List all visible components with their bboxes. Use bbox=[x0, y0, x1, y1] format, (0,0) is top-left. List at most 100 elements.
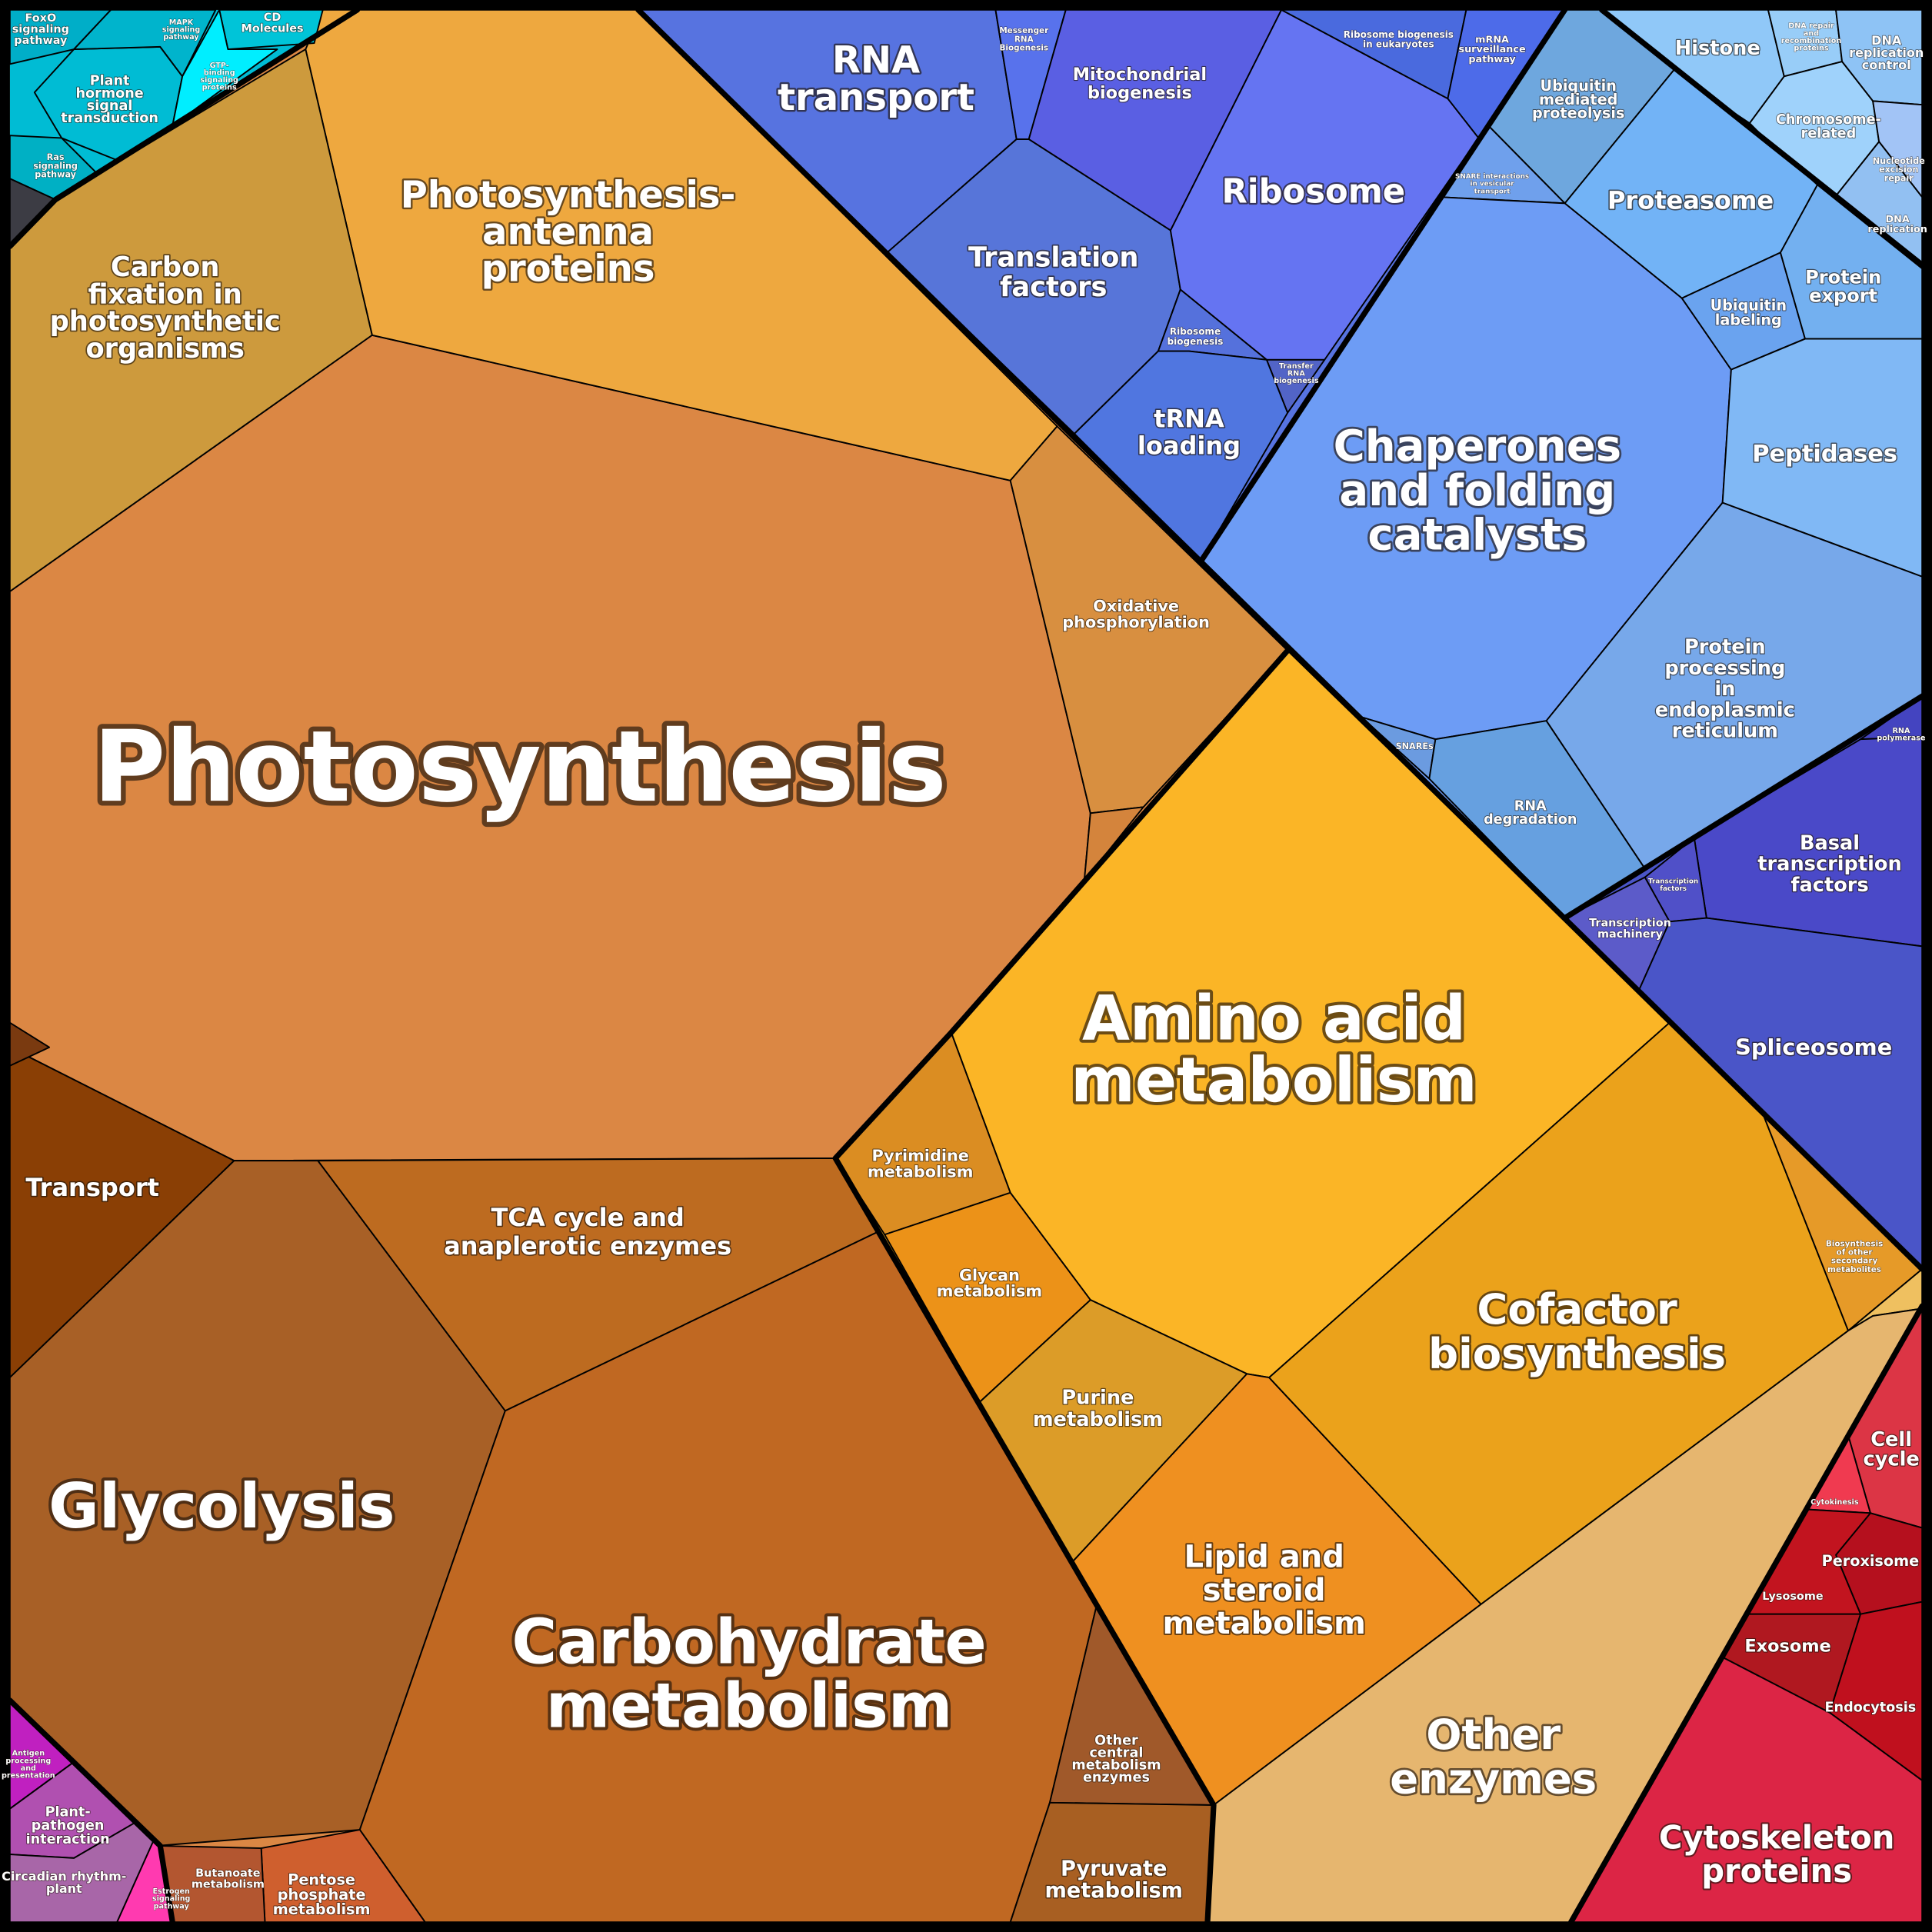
cell-label-line: signaling bbox=[200, 76, 238, 85]
cell-label-line: biogenesis bbox=[1088, 82, 1192, 102]
cell-label-line: TCA cycle and bbox=[491, 1203, 684, 1232]
cell-label: TCA cycle and anaplerotic enzymes bbox=[444, 1203, 731, 1261]
cell-label-line: hormone bbox=[75, 86, 143, 102]
cell-label: FoxO signaling pathway bbox=[12, 12, 69, 47]
cell-label-line: mediated bbox=[1539, 90, 1617, 108]
cell-label-line: SNAREs bbox=[1396, 741, 1434, 751]
cell-label: Circadian rhythm-plant bbox=[2, 1868, 126, 1895]
cell-label-line: Proteasome bbox=[1607, 186, 1774, 215]
cluster-border bbox=[635, 7, 1925, 1272]
cell-label: Ribosome biogenesis bbox=[1168, 325, 1224, 346]
cell-label-line: Nucleotide bbox=[1873, 156, 1925, 166]
cell-label: Transcription factors bbox=[1648, 878, 1698, 893]
cell-label-line: RNA bbox=[1014, 35, 1034, 44]
cell-label-line: excision bbox=[1879, 165, 1919, 175]
cell-label-line: polymerase bbox=[1877, 734, 1926, 743]
cell-label: Proteasome bbox=[1607, 186, 1774, 215]
cell-label-line: Transfer bbox=[1279, 362, 1314, 371]
cell-label-line: catalysts bbox=[1367, 510, 1587, 560]
cell-label: MAPK signaling pathway bbox=[162, 18, 201, 42]
cell-label-line: Protein bbox=[1805, 266, 1881, 288]
cell-label: Nucleotide excision repair bbox=[1873, 156, 1925, 183]
cell-label-line: pathway bbox=[154, 1902, 190, 1910]
cell-label-line: Pentose bbox=[288, 1870, 355, 1888]
cell-label: Cytoskeleton proteins bbox=[1659, 1819, 1895, 1890]
cell-label: Other central metabolism enzymes bbox=[1071, 1734, 1161, 1786]
cell-label-line: Cytokinesis bbox=[1810, 1498, 1859, 1507]
cell-label-line: Endocytosis bbox=[1825, 1700, 1917, 1715]
cell-label-line: metabolism bbox=[546, 1671, 953, 1742]
cell-label-line: factors bbox=[1000, 271, 1107, 303]
cell-label-line: Biogenesis bbox=[1000, 43, 1049, 52]
cell-label-line: tRNA bbox=[1154, 404, 1224, 433]
cell-label: Basal transcription factors bbox=[1757, 831, 1902, 896]
cell-label-line: Chromosome- bbox=[1776, 112, 1881, 128]
cell-label-line: Ribosome bbox=[1221, 172, 1405, 211]
cell-label-line: Other bbox=[1426, 1710, 1561, 1759]
cell-label: Plant hormone signal transduction bbox=[61, 74, 158, 126]
cell-label-line: anaplerotic enzymes bbox=[444, 1231, 731, 1261]
cell-label-line: control bbox=[1862, 57, 1911, 72]
cell-label-line: labeling bbox=[1715, 311, 1782, 328]
cell-label-line: presentation bbox=[2, 1772, 55, 1780]
cell-label: Lipid and steroid metabolism bbox=[1163, 1540, 1366, 1642]
cell-label-line: signaling bbox=[12, 23, 69, 35]
cell-label-line: RNA bbox=[832, 39, 920, 82]
cell-label-line: pathway bbox=[163, 33, 199, 42]
cell-label-line: secondary bbox=[1831, 1257, 1878, 1266]
cell-label-line: Exosome bbox=[1744, 1636, 1830, 1656]
cell-label-line: Pyruvate bbox=[1061, 1857, 1168, 1880]
cell-label: Ribosome bbox=[1221, 172, 1405, 211]
cell-label-line: repair bbox=[1884, 173, 1914, 183]
cell-label: Lysosome bbox=[1762, 1591, 1824, 1603]
cell-label: Cytokinesis bbox=[1810, 1498, 1859, 1507]
cell-label: DNA replication bbox=[1867, 214, 1927, 235]
cell-label-line: Histone bbox=[1675, 37, 1760, 60]
cell-label: Chromosome-related bbox=[1776, 112, 1881, 142]
cell-label: Cell cycle bbox=[1864, 1428, 1920, 1471]
cell-label-line: DNA repair bbox=[1788, 22, 1834, 31]
cell-label-line: Chaperones bbox=[1334, 421, 1622, 471]
cell-label-line: Molecules bbox=[242, 23, 304, 35]
cell-label-line: metabolism bbox=[273, 1900, 371, 1918]
cell-label-line: antenna bbox=[482, 210, 654, 253]
cell-label-line: binding bbox=[204, 69, 235, 78]
cell-label-line: export bbox=[1809, 285, 1877, 306]
cell-label-line: Lipid and bbox=[1184, 1540, 1344, 1575]
cell-label-line: Peroxisome bbox=[1822, 1551, 1920, 1569]
cell-label-line: Protein bbox=[1684, 636, 1766, 659]
cell-label-line: Glycolysis bbox=[48, 1471, 395, 1542]
cell-label: Ras signaling pathway bbox=[33, 152, 78, 179]
cell-label: Purine metabolism bbox=[1033, 1386, 1163, 1431]
cell-label: Antigen processing and presentation bbox=[2, 1750, 55, 1780]
cell-label-line: Transcription bbox=[1648, 878, 1698, 885]
cell-label: Photosynthesis-antenna proteins bbox=[401, 173, 736, 290]
cell-label: Chaperones and folding catalysts bbox=[1334, 421, 1622, 560]
cell-label-line: organisms bbox=[85, 333, 244, 365]
cell-label-line: metabolism bbox=[1163, 1606, 1366, 1641]
cell-label-line: plant bbox=[46, 1880, 82, 1895]
cell-label: DNA replication control bbox=[1849, 32, 1924, 72]
cell-label-line: Biosynthesis bbox=[1826, 1239, 1883, 1248]
cell-label-line: transduction bbox=[61, 111, 158, 126]
cell-label-line: pathway bbox=[14, 35, 68, 47]
cell-label-line: central bbox=[1089, 1746, 1143, 1761]
cell-label-line: signaling bbox=[162, 25, 201, 34]
cell-label: Pentose phosphate metabolism bbox=[273, 1870, 371, 1917]
cell-label: Carbohydrate metabolism bbox=[511, 1606, 986, 1741]
cell-label: Pyrimidine metabolism bbox=[868, 1147, 973, 1181]
cell-label-line: factors bbox=[1660, 885, 1687, 893]
cell-label-line: surveillance bbox=[1458, 44, 1526, 55]
cluster-border bbox=[1198, 7, 1568, 564]
cell-label-line: Antigen bbox=[12, 1750, 45, 1758]
cell-label-line: Photosynthesis- bbox=[401, 173, 736, 216]
cell-label-line: Other bbox=[1094, 1734, 1138, 1749]
cell-label: CD Molecules bbox=[242, 12, 304, 35]
cell-label-line: Plant- bbox=[45, 1805, 91, 1820]
cluster-border bbox=[1567, 1303, 1925, 1925]
cell-label-line: signal bbox=[87, 98, 133, 114]
cell-label: Exosome bbox=[1744, 1636, 1830, 1656]
cell-label: Ribosome biogenesis in eukaryotes bbox=[1344, 28, 1454, 49]
cell-label-line: Ubiquitin bbox=[1540, 77, 1616, 95]
cell-label-line: RNA bbox=[1514, 799, 1547, 814]
